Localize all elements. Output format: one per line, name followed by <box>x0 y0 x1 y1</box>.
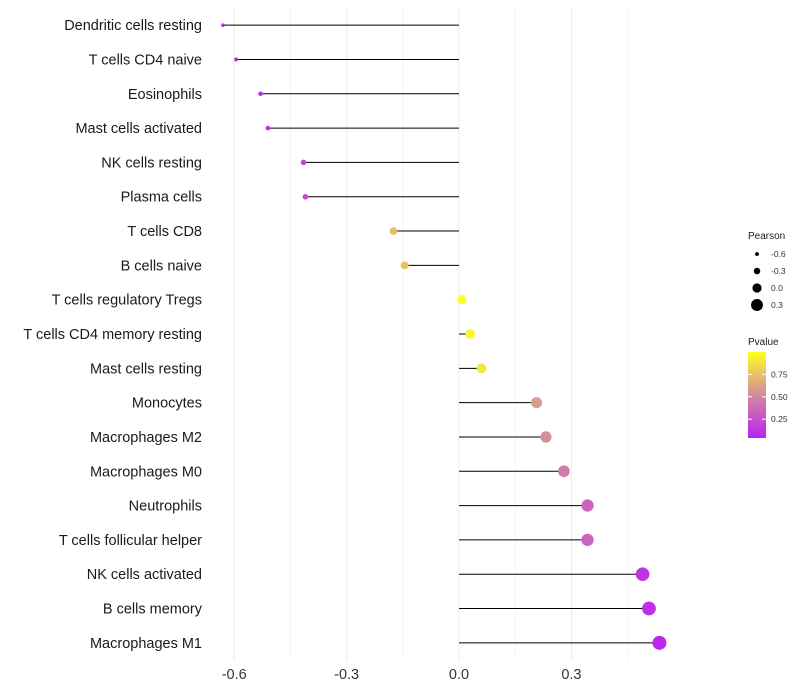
data-point <box>540 431 552 443</box>
category-label: NK cells activated <box>87 567 202 583</box>
category-labels: Dendritic cells resting T cells CD4 naive… <box>23 18 202 652</box>
x-axis-ticks: -0.6 -0.3 0.0 0.3 <box>222 667 582 683</box>
size-legend-label: 0.3 <box>771 300 783 310</box>
color-legend-label: 0.50 <box>771 392 788 402</box>
data-point <box>389 227 398 235</box>
size-legend-label: -0.6 <box>771 249 786 259</box>
data-point <box>456 295 467 305</box>
x-tick-label: 0.0 <box>449 667 469 683</box>
category-label: Mast cells resting <box>90 361 202 377</box>
x-tick-label: -0.6 <box>222 667 247 683</box>
data-point <box>581 533 594 547</box>
category-label: Neutrophils <box>129 499 202 515</box>
category-label: NK cells resting <box>101 155 202 171</box>
data-point <box>465 329 475 339</box>
size-legend-key <box>752 283 762 293</box>
size-legend-key <box>753 267 761 275</box>
data-point <box>302 193 309 200</box>
data-point <box>558 465 570 478</box>
data-point <box>476 363 487 374</box>
category-label: Macrophages M2 <box>90 430 202 446</box>
color-legend-label: 0.25 <box>771 414 788 424</box>
size-legend-key <box>755 252 759 256</box>
size-legend-label: -0.3 <box>771 266 786 276</box>
grid-layer <box>233 8 629 660</box>
size-legend-title: Pearson <box>748 231 785 242</box>
data-point <box>300 159 307 166</box>
size-legend-label: 0.0 <box>771 283 783 293</box>
category-label: B cells naive <box>121 258 202 274</box>
data-point <box>581 499 594 512</box>
category-label: Plasma cells <box>121 190 202 206</box>
data-point <box>258 91 263 97</box>
color-legend-label: 0.75 <box>771 369 788 379</box>
data-point <box>642 601 656 616</box>
data-point <box>234 57 239 62</box>
point-layer <box>221 23 667 650</box>
color-legend-title: Pvalue <box>748 337 779 348</box>
x-tick-label: -0.3 <box>334 667 359 683</box>
category-label: Monocytes <box>132 396 202 412</box>
category-label: Mast cells activated <box>75 121 202 137</box>
data-point <box>265 125 271 131</box>
category-label: T cells CD8 <box>127 224 202 240</box>
category-label: Eosinophils <box>128 87 202 103</box>
data-point <box>652 635 667 650</box>
category-label: Dendritic cells resting <box>64 18 202 34</box>
data-point <box>531 397 543 409</box>
stem-layer <box>222 24 660 644</box>
data-point <box>635 567 650 582</box>
category-label: B cells memory <box>103 602 203 618</box>
category-label: T cells CD4 memory resting <box>23 327 202 343</box>
category-label: Macrophages M1 <box>90 636 202 652</box>
size-legend-key <box>751 299 763 311</box>
category-label: Macrophages M0 <box>90 464 202 480</box>
category-label: T cells regulatory Tregs <box>52 293 202 309</box>
category-label: T cells follicular helper <box>59 533 202 549</box>
color-legend-bar <box>748 352 766 438</box>
x-tick-label: 0.3 <box>561 667 581 683</box>
legend: Pearson Pvalue -0.6 -0.3 0.0 0.3 0.25 0.50 0.7… <box>748 231 788 438</box>
category-label: T cells CD4 naive <box>89 52 202 68</box>
data-point <box>221 23 225 27</box>
data-point <box>400 261 409 270</box>
